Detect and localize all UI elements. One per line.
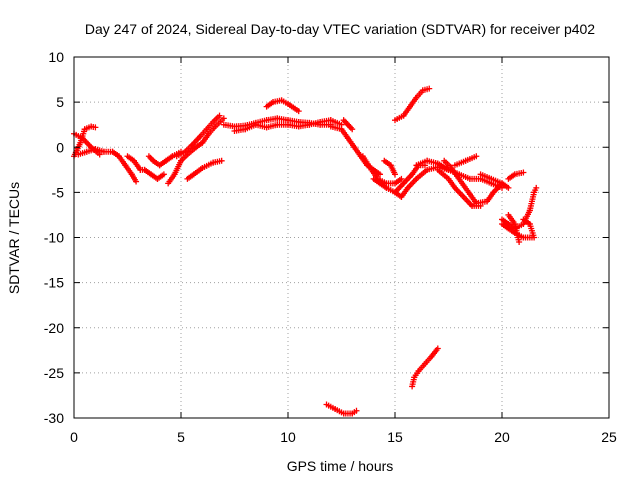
data-point bbox=[533, 184, 540, 191]
data-point bbox=[531, 234, 538, 241]
data-point bbox=[392, 171, 398, 178]
x-tick-label: 20 bbox=[494, 429, 510, 445]
data-point bbox=[133, 178, 140, 185]
x-tick-label: 10 bbox=[280, 429, 296, 445]
y-tick-label: -20 bbox=[44, 320, 64, 336]
data-point bbox=[516, 239, 523, 246]
data-point bbox=[505, 184, 512, 191]
y-tick-label: 10 bbox=[48, 49, 64, 65]
x-tick-label: 15 bbox=[387, 429, 403, 445]
y-axis-label: SDTVAR / TECUs bbox=[6, 182, 22, 294]
grid bbox=[74, 57, 609, 418]
data-point bbox=[160, 171, 167, 178]
data-point bbox=[218, 157, 225, 164]
data-point bbox=[473, 153, 480, 160]
data-point bbox=[216, 112, 223, 119]
y-tick-label: 0 bbox=[56, 139, 64, 155]
data-point bbox=[220, 115, 227, 122]
data-point bbox=[520, 169, 527, 176]
data-point bbox=[92, 124, 99, 131]
data-point bbox=[398, 175, 405, 182]
x-tick-label: 25 bbox=[601, 429, 617, 445]
data-point bbox=[349, 126, 356, 133]
ticks bbox=[73, 56, 610, 419]
y-tick-label: -10 bbox=[44, 230, 64, 246]
data-point bbox=[499, 180, 505, 187]
x-tick-label: 0 bbox=[70, 429, 78, 445]
data-point bbox=[295, 108, 302, 115]
data-point bbox=[426, 85, 433, 92]
tick-labels: 0 5 10 15 20 25 10 5 0 -5 -10 -15 -20 -25 -30 bbox=[44, 49, 617, 445]
y-tick-label: 5 bbox=[56, 94, 64, 110]
y-tick-label: -5 bbox=[52, 184, 65, 200]
x-tick-label: 5 bbox=[177, 429, 185, 445]
data-point bbox=[434, 345, 441, 352]
x-axis-label: GPS time / hours bbox=[287, 458, 394, 474]
data-point bbox=[377, 171, 384, 178]
data-points bbox=[71, 85, 540, 417]
y-tick-label: -25 bbox=[44, 365, 64, 381]
data-point bbox=[353, 407, 360, 414]
y-tick-label: -15 bbox=[44, 275, 64, 291]
chart-title: Day 247 of 2024, Sidereal Day-to-day VTE… bbox=[85, 21, 595, 37]
y-tick-label: -30 bbox=[44, 410, 64, 426]
